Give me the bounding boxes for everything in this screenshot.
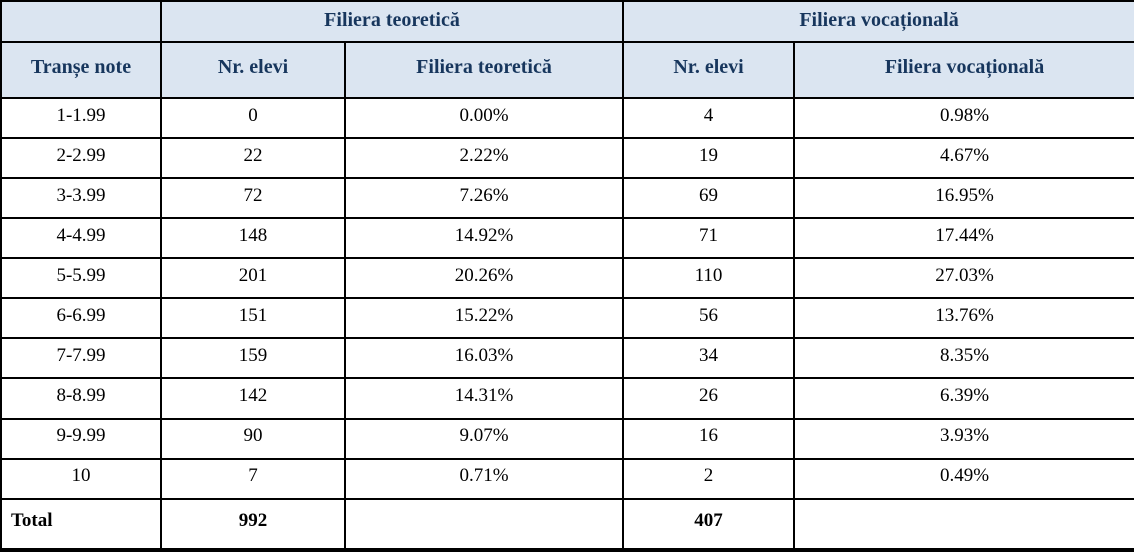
table-cell: 1-1.99 bbox=[0, 96, 162, 140]
table-row: 7-7.99 159 16.03% 34 8.35% bbox=[0, 337, 1134, 380]
table-cell: 2 bbox=[622, 457, 796, 500]
table-cell: 26 bbox=[622, 377, 796, 420]
corner-cell bbox=[0, 0, 162, 43]
table-cell: 15.22% bbox=[343, 297, 625, 340]
table-cell: 72 bbox=[160, 177, 346, 220]
table-row: 3-3.99 72 7.26% 69 16.95% bbox=[0, 177, 1134, 220]
total-theoretical-pct bbox=[343, 497, 625, 552]
table-cell: 71 bbox=[622, 217, 796, 260]
total-row: Total 992 407 bbox=[0, 497, 1134, 552]
table-cell: 110 bbox=[622, 257, 796, 300]
col-header-nr-elevi-theoretical: Nr. elevi bbox=[160, 41, 346, 99]
table-cell: 34 bbox=[622, 337, 796, 380]
table-cell: 16.95% bbox=[793, 177, 1134, 220]
table-row: 9-9.99 90 9.07% 16 3.93% bbox=[0, 417, 1134, 460]
table-cell: 6.39% bbox=[793, 377, 1134, 420]
table-cell: 9.07% bbox=[343, 417, 625, 460]
table-cell: 19 bbox=[622, 137, 796, 180]
table-cell: 22 bbox=[160, 137, 346, 180]
table-row: 6-6.99 151 15.22% 56 13.76% bbox=[0, 297, 1134, 340]
table-cell: 2-2.99 bbox=[0, 137, 162, 180]
table-row: 8-8.99 142 14.31% 26 6.39% bbox=[0, 377, 1134, 420]
table-cell: 2.22% bbox=[343, 137, 625, 180]
table-row: 10 7 0.71% 2 0.49% bbox=[0, 457, 1134, 500]
table-cell: 0 bbox=[160, 96, 346, 140]
table-cell: 10 bbox=[0, 457, 162, 500]
table-cell: 9-9.99 bbox=[0, 417, 162, 460]
total-vocational-pct bbox=[793, 497, 1134, 552]
table-cell: 16.03% bbox=[343, 337, 625, 380]
table-row: 2-2.99 22 2.22% 19 4.67% bbox=[0, 137, 1134, 180]
table-cell: 6-6.99 bbox=[0, 297, 162, 340]
table-cell: 0.49% bbox=[793, 457, 1134, 500]
total-vocational-count: 407 bbox=[622, 497, 796, 552]
table-cell: 17.44% bbox=[793, 217, 1134, 260]
table-row: 5-5.99 201 20.26% 110 27.03% bbox=[0, 257, 1134, 300]
table-cell: 151 bbox=[160, 297, 346, 340]
table-cell: 0.71% bbox=[343, 457, 625, 500]
table-header: Filiera teoretică Filiera vocațională Tr… bbox=[0, 0, 1134, 99]
table-cell: 201 bbox=[160, 257, 346, 300]
table-cell: 20.26% bbox=[343, 257, 625, 300]
col-header-nr-elevi-vocational: Nr. elevi bbox=[622, 41, 796, 99]
table-cell: 4.67% bbox=[793, 137, 1134, 180]
table-cell: 0.00% bbox=[343, 96, 625, 140]
column-header-row: Tranșe note Nr. elevi Filiera teoretică … bbox=[0, 41, 1134, 99]
total-label: Total bbox=[0, 497, 162, 552]
table-cell: 4 bbox=[622, 96, 796, 140]
table-cell: 148 bbox=[160, 217, 346, 260]
table-cell: 13.76% bbox=[793, 297, 1134, 340]
table-cell: 27.03% bbox=[793, 257, 1134, 300]
table-cell: 0.98% bbox=[793, 96, 1134, 140]
col-header-filiera-vocationala: Filiera vocațională bbox=[793, 41, 1134, 99]
table-cell: 90 bbox=[160, 417, 346, 460]
table-cell: 3-3.99 bbox=[0, 177, 162, 220]
table-cell: 5-5.99 bbox=[0, 257, 162, 300]
table-row: 1-1.99 0 0.00% 4 0.98% bbox=[0, 96, 1134, 140]
group-header-row: Filiera teoretică Filiera vocațională bbox=[0, 0, 1134, 43]
table-cell: 7.26% bbox=[343, 177, 625, 220]
table-cell: 7 bbox=[160, 457, 346, 500]
total-theoretical-count: 992 bbox=[160, 497, 346, 552]
col-header-filiera-teoretica: Filiera teoretică bbox=[343, 41, 625, 99]
table-cell: 159 bbox=[160, 337, 346, 380]
table-cell: 14.92% bbox=[343, 217, 625, 260]
table-cell: 14.31% bbox=[343, 377, 625, 420]
table-cell: 8.35% bbox=[793, 337, 1134, 380]
table-cell: 16 bbox=[622, 417, 796, 460]
table-body: 1-1.99 0 0.00% 4 0.98% 2-2.99 22 2.22% 19 4.67% 3-… bbox=[0, 96, 1134, 500]
group-header-theoretical: Filiera teoretică bbox=[159, 0, 625, 43]
table-cell: 142 bbox=[160, 377, 346, 420]
col-header-transe-note: Tranșe note bbox=[0, 41, 162, 99]
table-cell: 4-4.99 bbox=[0, 217, 162, 260]
table-cell: 8-8.99 bbox=[0, 377, 162, 420]
table-cell: 3.93% bbox=[793, 417, 1134, 460]
table-cell: 69 bbox=[622, 177, 796, 220]
table-cell: 56 bbox=[622, 297, 796, 340]
table-cell: 7-7.99 bbox=[0, 337, 162, 380]
table-footer: Total 992 407 bbox=[0, 497, 1134, 552]
table-row: 4-4.99 148 14.92% 71 17.44% bbox=[0, 217, 1134, 260]
group-header-vocational: Filiera vocațională bbox=[622, 0, 1134, 43]
